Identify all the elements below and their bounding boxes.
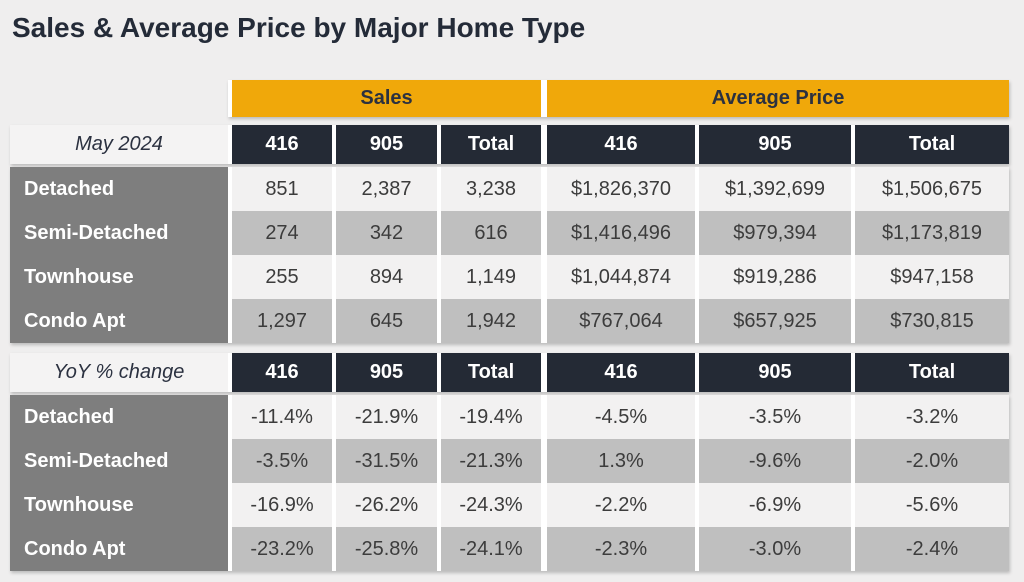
data-cell: -24.1% [437, 527, 541, 571]
column-header-price-905: 905 [695, 125, 851, 164]
column-header-price-905: 905 [695, 353, 851, 392]
data-cell: -31.5% [332, 439, 437, 483]
data-cell: -4.5% [541, 395, 695, 439]
row-label-detached: Detached [10, 167, 228, 211]
row-label-condo-apt: Condo Apt [10, 527, 228, 571]
data-cell: 616 [437, 211, 541, 255]
data-cell: -6.9% [695, 483, 851, 527]
column-header-sales-905: 905 [332, 125, 437, 164]
data-cell: -21.9% [332, 395, 437, 439]
table-row-condo-apt: Condo Apt -23.2% -25.8% -24.1% -2.3% -3.0% -2.… [10, 527, 1009, 571]
column-header-price-total: Total [851, 353, 1009, 392]
data-cell: $1,506,675 [851, 167, 1009, 211]
section-label-yoy-change: YoY % change [10, 353, 228, 392]
data-cell: 3,238 [437, 167, 541, 211]
data-cell: -3.5% [695, 395, 851, 439]
column-header-sales-416: 416 [228, 353, 332, 392]
table-body-yoy-change: Detached -11.4% -21.9% -19.4% -4.5% -3.5% -3.2… [10, 395, 1009, 571]
row-label-townhouse: Townhouse [10, 255, 228, 299]
column-header-row: YoY % change 416 905 Total 416 905 Total [10, 353, 1009, 392]
group-header-average-price: Average Price [541, 80, 1009, 117]
table-row-condo-apt: Condo Apt 1,297 645 1,942 $767,064 $657,925 $7… [10, 299, 1009, 343]
data-cell: $657,925 [695, 299, 851, 343]
data-cell: $767,064 [541, 299, 695, 343]
data-cell: -2.4% [851, 527, 1009, 571]
group-header-sales: Sales [228, 80, 541, 117]
data-cell: -16.9% [228, 483, 332, 527]
table-row-detached: Detached 851 2,387 3,238 $1,826,370 $1,392,69… [10, 167, 1009, 211]
data-cell: 274 [228, 211, 332, 255]
data-cell: 1,297 [228, 299, 332, 343]
column-header-row: May 2024 416 905 Total 416 905 Total [10, 125, 1009, 164]
data-cell: -3.0% [695, 527, 851, 571]
page-title: Sales & Average Price by Major Home Type [12, 12, 586, 43]
data-cell: -25.8% [332, 527, 437, 571]
data-cell: -26.2% [332, 483, 437, 527]
data-cell: $947,158 [851, 255, 1009, 299]
data-cell: -3.5% [228, 439, 332, 483]
section-yoy-change: YoY % change 416 905 Total 416 905 Total Detac… [10, 353, 1009, 571]
table-row-semi-detached: Semi-Detached -3.5% -31.5% -21.3% 1.3% -9.6% -… [10, 439, 1009, 483]
data-cell: $1,173,819 [851, 211, 1009, 255]
table-row-townhouse: Townhouse -16.9% -26.2% -24.3% -2.2% -6.9% -5.… [10, 483, 1009, 527]
data-cell: -19.4% [437, 395, 541, 439]
data-cell: 1,942 [437, 299, 541, 343]
data-cell: $730,815 [851, 299, 1009, 343]
row-label-semi-detached: Semi-Detached [10, 439, 228, 483]
row-label-semi-detached: Semi-Detached [10, 211, 228, 255]
data-cell: 1,149 [437, 255, 541, 299]
data-cell: -2.2% [541, 483, 695, 527]
data-cell: -9.6% [695, 439, 851, 483]
data-cell: -23.2% [228, 527, 332, 571]
column-header-sales-total: Total [437, 125, 541, 164]
row-label-condo-apt: Condo Apt [10, 299, 228, 343]
data-cell: -11.4% [228, 395, 332, 439]
data-cell: $1,826,370 [541, 167, 695, 211]
column-header-price-416: 416 [541, 353, 695, 392]
data-cell: 255 [228, 255, 332, 299]
data-cell: 2,387 [332, 167, 437, 211]
data-cell: $1,044,874 [541, 255, 695, 299]
column-header-sales-905: 905 [332, 353, 437, 392]
table-row-detached: Detached -11.4% -21.9% -19.4% -4.5% -3.5% -3.2… [10, 395, 1009, 439]
row-label-detached: Detached [10, 395, 228, 439]
group-header-row: Sales Average Price [10, 80, 1009, 117]
data-cell: -2.3% [541, 527, 695, 571]
column-header-sales-416: 416 [228, 125, 332, 164]
data-cell: -5.6% [851, 483, 1009, 527]
section-may-2024: Sales Average Price May 2024 416 905 Total 4… [10, 80, 1009, 343]
column-header-sales-total: Total [437, 353, 541, 392]
column-header-price-total: Total [851, 125, 1009, 164]
data-cell: 851 [228, 167, 332, 211]
data-cell: -21.3% [437, 439, 541, 483]
data-cell: $979,394 [695, 211, 851, 255]
data-cell: $1,416,496 [541, 211, 695, 255]
data-cell: -24.3% [437, 483, 541, 527]
data-cell: -2.0% [851, 439, 1009, 483]
data-cell: 1.3% [541, 439, 695, 483]
group-header-spacer [10, 80, 228, 117]
data-cell: 645 [332, 299, 437, 343]
table-body-may-2024: Detached 851 2,387 3,238 $1,826,370 $1,392,69… [10, 167, 1009, 343]
row-label-townhouse: Townhouse [10, 483, 228, 527]
data-cell: $1,392,699 [695, 167, 851, 211]
table-row-semi-detached: Semi-Detached 274 342 616 $1,416,496 $979,394… [10, 211, 1009, 255]
data-cell: 342 [332, 211, 437, 255]
data-cell: 894 [332, 255, 437, 299]
table-row-townhouse: Townhouse 255 894 1,149 $1,044,874 $919,286 $9… [10, 255, 1009, 299]
data-cell: -3.2% [851, 395, 1009, 439]
section-label-may-2024: May 2024 [10, 125, 228, 164]
column-header-price-416: 416 [541, 125, 695, 164]
data-cell: $919,286 [695, 255, 851, 299]
